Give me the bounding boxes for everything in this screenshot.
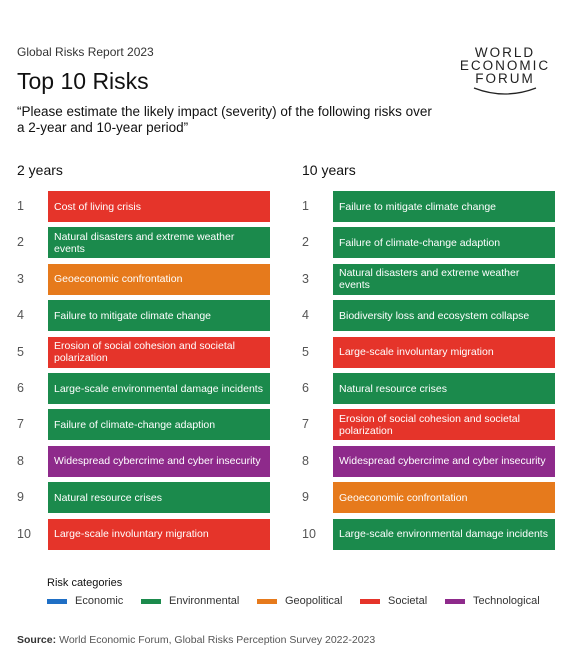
- report-name: Global Risks Report 2023: [17, 45, 154, 59]
- risk-box: Widespread cybercrime and cyber insecuri…: [333, 445, 555, 477]
- rank: 3: [302, 271, 309, 286]
- legend-label: Economic: [75, 595, 124, 607]
- title: Top 10 Risks: [17, 68, 149, 94]
- risk-box: Widespread cybercrime and cyber insecuri…: [48, 445, 270, 477]
- legend-item: Technological: [445, 595, 540, 607]
- risk-box: Natural resource crises: [333, 373, 555, 404]
- legend-label: Geopolitical: [285, 595, 343, 607]
- rank: 8: [17, 453, 24, 468]
- risk-box: Failure of climate-change adaption: [48, 409, 270, 441]
- legend-swatch: [47, 598, 67, 604]
- rank: 6: [17, 381, 24, 395]
- risk-box: Large-scale environmental damage inciden…: [333, 518, 555, 550]
- risk-box: Natural resource crises: [48, 482, 270, 514]
- rank: 9: [17, 490, 24, 505]
- risk-box: Geoeconomic confrontation: [48, 263, 270, 295]
- risk-box: Failure to mitigate climate change: [48, 300, 270, 332]
- rank: 8: [302, 453, 309, 468]
- legend-label: Technological: [473, 595, 540, 607]
- rank: 4: [17, 308, 24, 323]
- legend-item: Societal: [360, 595, 427, 607]
- logo-arc: [473, 87, 537, 95]
- rank: 6: [302, 381, 309, 395]
- rank: 7: [302, 417, 309, 432]
- question: “Please estimate the likely impact (seve…: [17, 104, 432, 135]
- legend-item: Geopolitical: [257, 595, 342, 607]
- rank: 3: [17, 271, 24, 286]
- source-text: World Economic Forum, Global Risks Perce…: [59, 634, 376, 646]
- risk-box: Biodiversity loss and ecosystem collapse: [333, 300, 555, 332]
- rank: 10: [302, 526, 316, 541]
- logo-line: ECONOMIC: [459, 58, 551, 73]
- legend-label: Environmental: [169, 595, 240, 607]
- risk-box: Natural disasters and extreme weather ev…: [333, 263, 555, 295]
- rank: 2: [302, 235, 309, 250]
- rank: 10: [17, 526, 31, 541]
- legend-swatch: [257, 598, 277, 604]
- rank: 5: [302, 344, 309, 359]
- rank: 2: [17, 235, 24, 250]
- risk-box: Failure to mitigate climate change: [333, 191, 555, 222]
- column-heading: 2 years: [17, 162, 63, 178]
- risk-box: Failure of climate-change adaption: [333, 227, 555, 259]
- legend-item: Economic: [47, 595, 123, 607]
- logo: WORLD ECONOMIC FORUM: [450, 45, 560, 86]
- risk-box: Large-scale environmental damage inciden…: [48, 373, 270, 404]
- risk-box: Erosion of social cohesion and societal …: [333, 409, 555, 441]
- rank: 9: [302, 490, 309, 505]
- source: Source: World Economic Forum, Global Risk…: [17, 634, 375, 646]
- legend-item: Environmental: [141, 595, 239, 607]
- risk-box: Natural disasters and extreme weather ev…: [48, 227, 270, 259]
- risk-box: Erosion of social cohesion and societal …: [48, 336, 270, 368]
- risk-box: Geoeconomic confrontation: [333, 482, 555, 514]
- logo-line: WORLD: [474, 45, 536, 60]
- legend-swatch: [360, 598, 380, 604]
- legend-swatch: [445, 598, 465, 604]
- risk-box: Cost of living crisis: [48, 191, 270, 222]
- rank: 1: [302, 199, 309, 213]
- rank: 1: [17, 199, 24, 213]
- legend-label: Societal: [388, 595, 428, 607]
- logo-line: FORUM: [475, 71, 535, 86]
- column-heading: 10 years: [302, 162, 356, 178]
- rank: 7: [17, 417, 24, 432]
- rank: 5: [17, 344, 24, 359]
- source-label: Source:: [17, 634, 57, 646]
- risk-box: Large-scale involuntary migration: [48, 518, 270, 550]
- legend-title: Risk categories: [47, 577, 123, 589]
- legend-swatch: [141, 598, 161, 604]
- risk-box: Large-scale involuntary migration: [333, 336, 555, 368]
- rank: 4: [302, 308, 309, 323]
